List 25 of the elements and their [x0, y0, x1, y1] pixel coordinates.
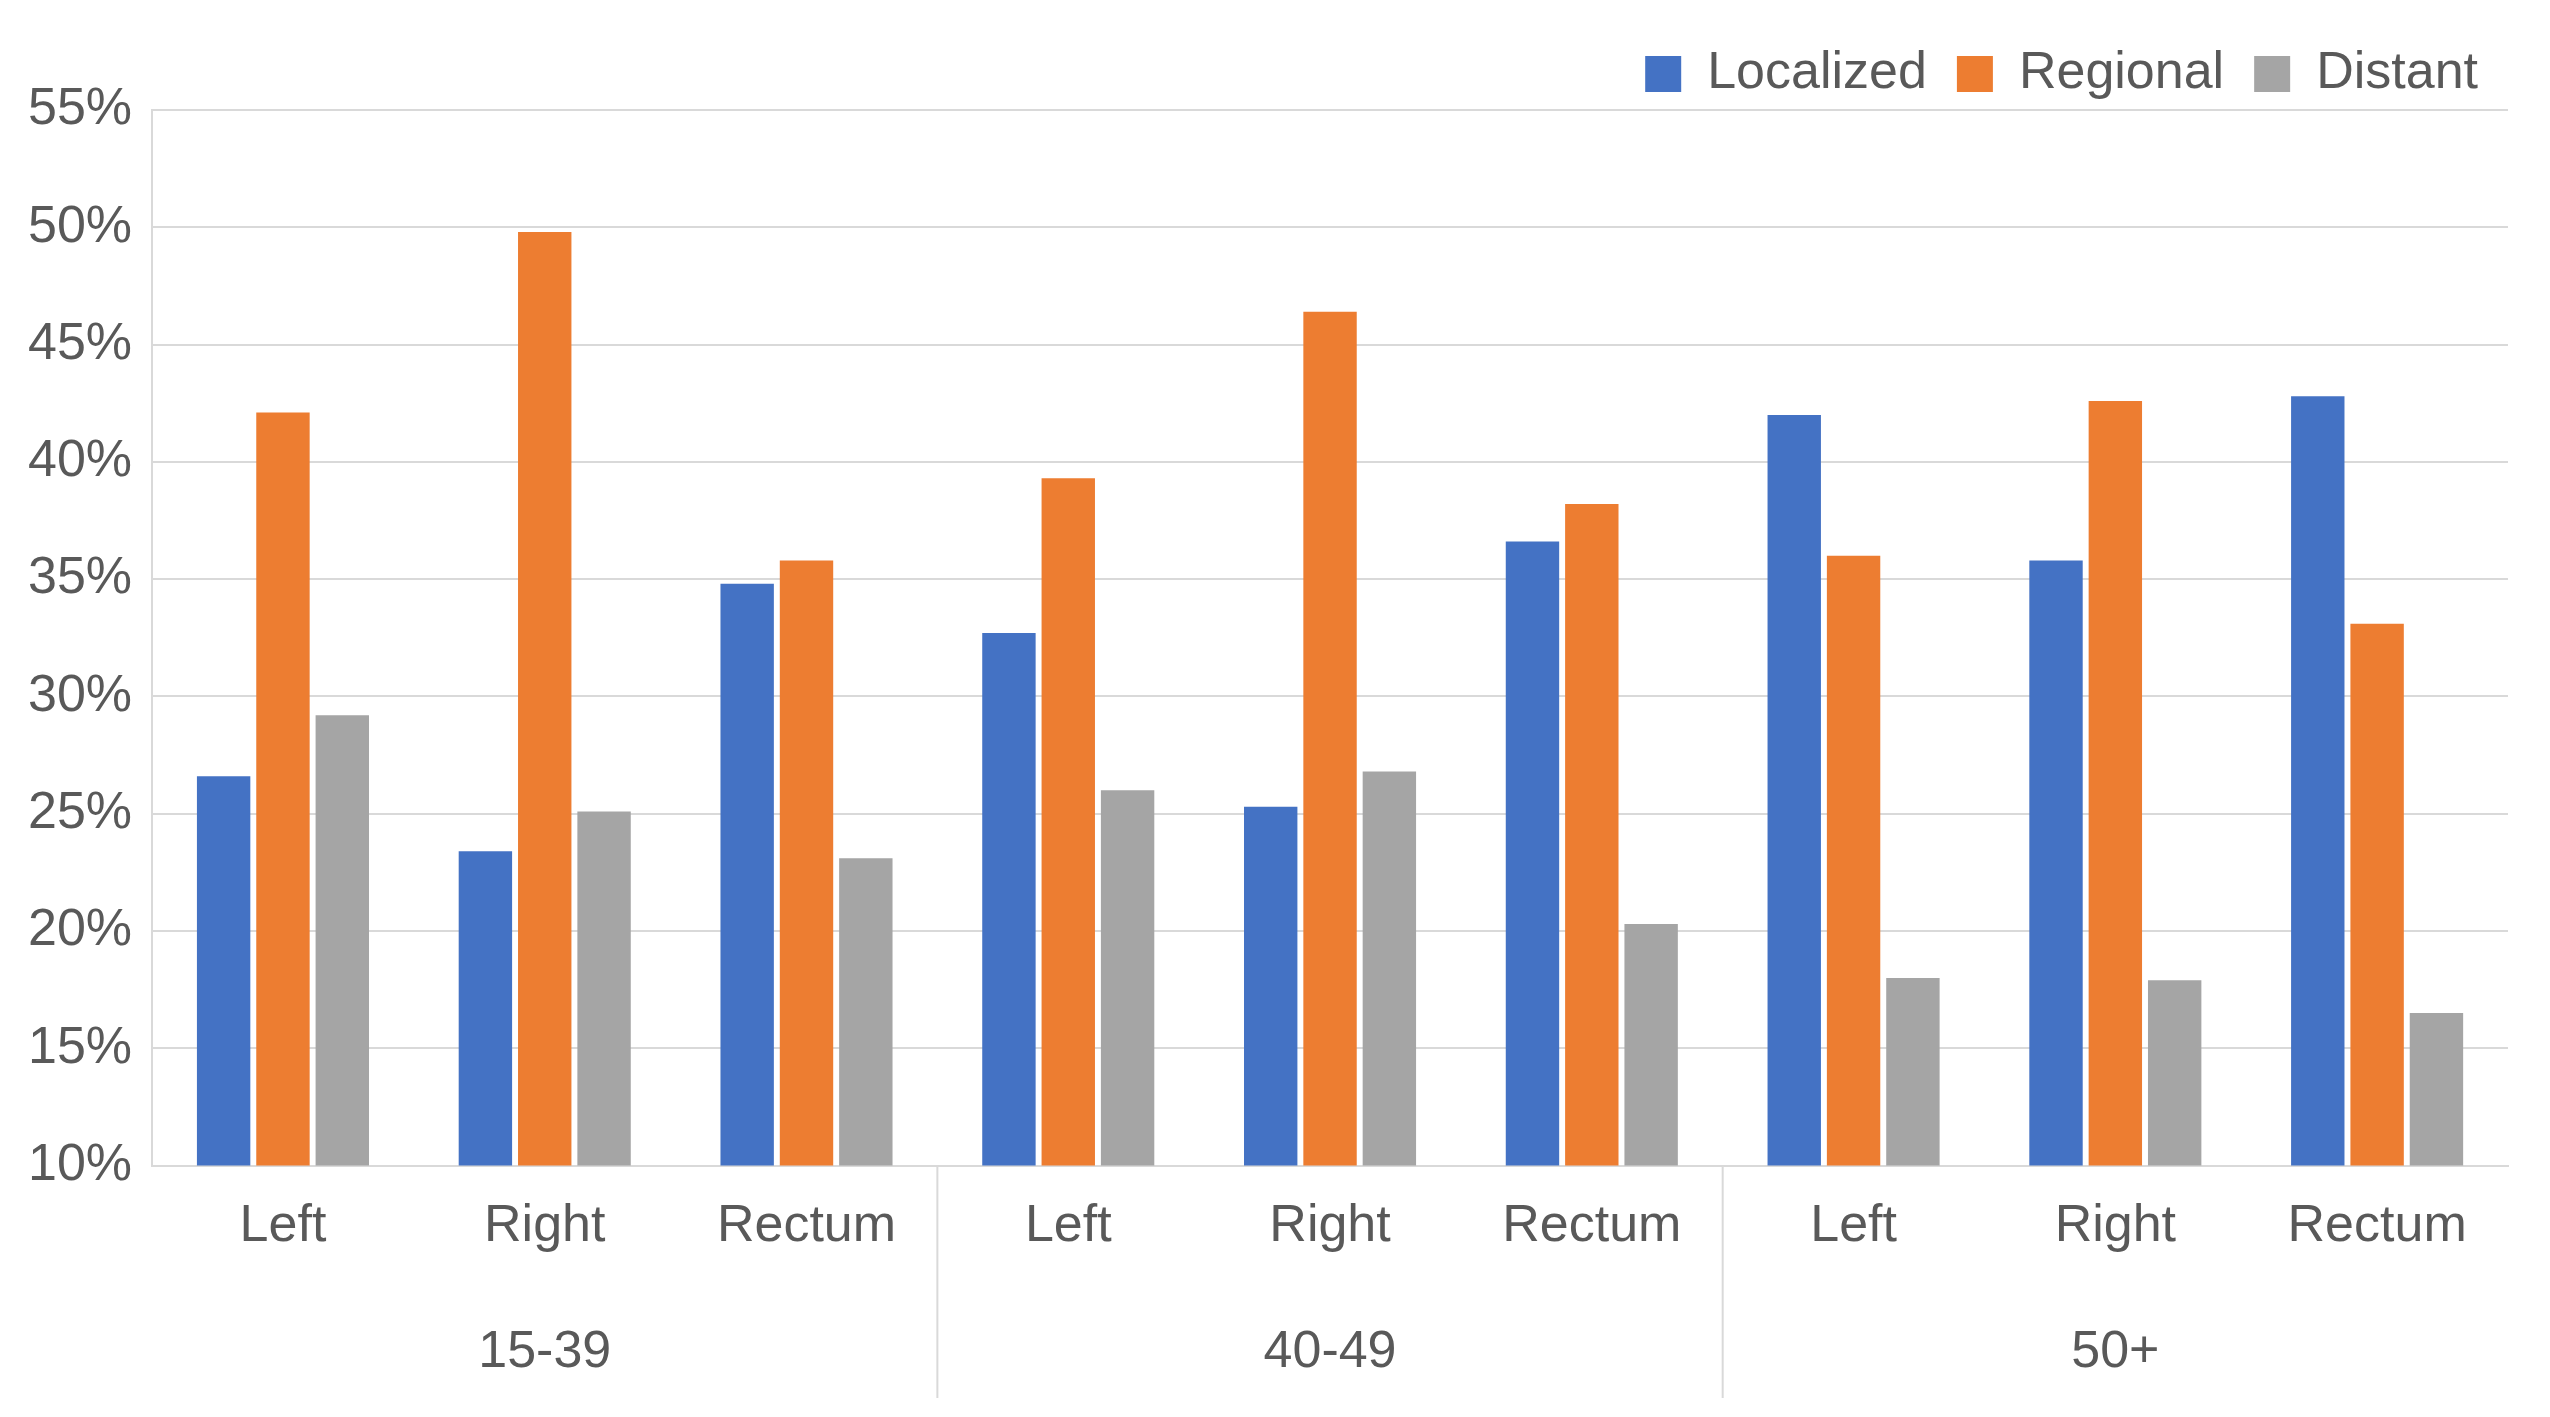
- legend-label: Regional: [2018, 41, 2225, 100]
- text: 15-39: [478, 1320, 612, 1379]
- y-tick-label: 45%: [28, 311, 133, 370]
- x-tick-label: Left: [1024, 1194, 1113, 1253]
- x-tick-label: Right: [484, 1194, 606, 1253]
- y-tick-label: 30%: [28, 663, 133, 722]
- x-tick-label: Left: [1810, 1194, 1898, 1253]
- legend-label: Distant: [2316, 41, 2479, 100]
- y-tick-label: 15%: [28, 1015, 133, 1074]
- x-tick-label: Left: [239, 1194, 327, 1253]
- x-tick-label: Right: [1269, 1194, 1392, 1253]
- y-tick-label: 25%: [28, 781, 133, 840]
- legend-label: Localized: [1707, 41, 1927, 100]
- y-tick-label: 40%: [28, 429, 133, 488]
- x-tick-label: Rectum: [716, 1194, 897, 1253]
- text: 40-49: [1263, 1320, 1397, 1379]
- x-tick-label: Right: [2054, 1194, 2177, 1253]
- y-tick-label: 50%: [28, 194, 133, 253]
- x-tick-label: Rectum: [1502, 1194, 1682, 1253]
- text: 50+: [2071, 1320, 2160, 1379]
- y-tick-label: 20%: [28, 898, 133, 957]
- y-tick-label: 55%: [28, 77, 133, 136]
- y-tick-label: 35%: [28, 546, 133, 605]
- x-tick-label: Rectum: [2287, 1194, 2467, 1253]
- y-tick-label: 10%: [28, 1132, 133, 1191]
